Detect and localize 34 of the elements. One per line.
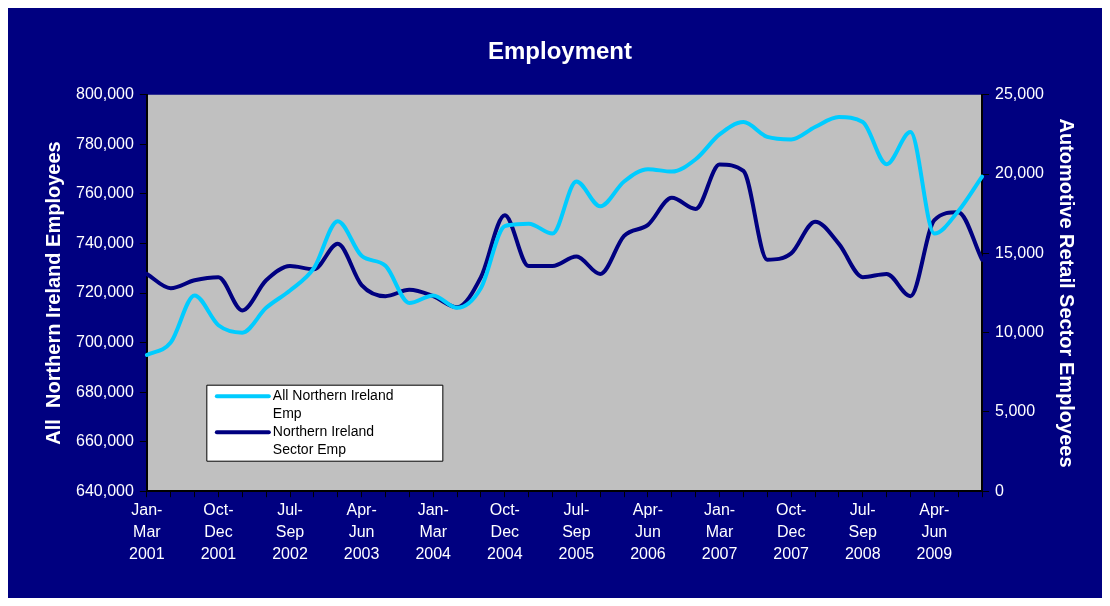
y-tick-label: 680,000 — [75, 382, 134, 400]
x-tick-label: Apr-Jun 2009 — [916, 501, 953, 562]
y2-tick-label: 0 — [995, 481, 1005, 499]
y2-tick-label: 15,000 — [995, 243, 1045, 261]
x-tick-label: Jul-Sep 2002 — [272, 501, 308, 562]
x-tick-label: Apr-Jun 2003 — [343, 501, 380, 562]
x-tick-label: Oct-Dec 2004 — [486, 501, 523, 562]
y2-tick-label: 10,000 — [995, 323, 1045, 341]
legend-label: All Northern Ireland Emp — [272, 387, 394, 422]
y-tick-label: 640,000 — [75, 481, 134, 499]
x-tick-label: Jan-Mar 2004 — [415, 501, 452, 562]
y-tick-label: 740,000 — [75, 233, 134, 251]
y2-tick-label: 20,000 — [995, 164, 1045, 182]
x-tick-label: Jul-Sep 2008 — [844, 501, 881, 562]
y-tick-label: 720,000 — [75, 283, 134, 301]
y-tick-label: 780,000 — [75, 134, 134, 152]
legend-label: Northern Ireland Sector Emp — [272, 423, 375, 458]
x-tick-label: Oct-Dec 2007 — [773, 501, 810, 562]
y2-tick-label: 5,000 — [995, 402, 1036, 420]
y-tick-label: 800,000 — [75, 85, 134, 103]
y2-tick-label: 25,000 — [995, 85, 1045, 103]
y-tick-label: 660,000 — [75, 432, 134, 450]
x-tick-label: Jan-Mar 2001 — [129, 501, 165, 562]
line-series — [144, 115, 985, 357]
chart-title: Employment — [487, 37, 633, 65]
y-tick-label: 760,000 — [75, 184, 134, 202]
y-tick-label: 700,000 — [75, 332, 134, 350]
y2-axis-title: Automotive Retail Sector Employees — [1056, 118, 1079, 468]
y-axis-title: All Northern Ireland Employees — [41, 141, 64, 445]
line-series — [144, 162, 985, 313]
x-tick-label: Jul-Sep 2005 — [558, 501, 595, 562]
x-tick-label: Apr-Jun 2006 — [630, 501, 666, 562]
x-tick-label: Oct-Dec 2001 — [200, 501, 237, 562]
x-tick-label: Jan-Mar 2007 — [701, 501, 738, 562]
